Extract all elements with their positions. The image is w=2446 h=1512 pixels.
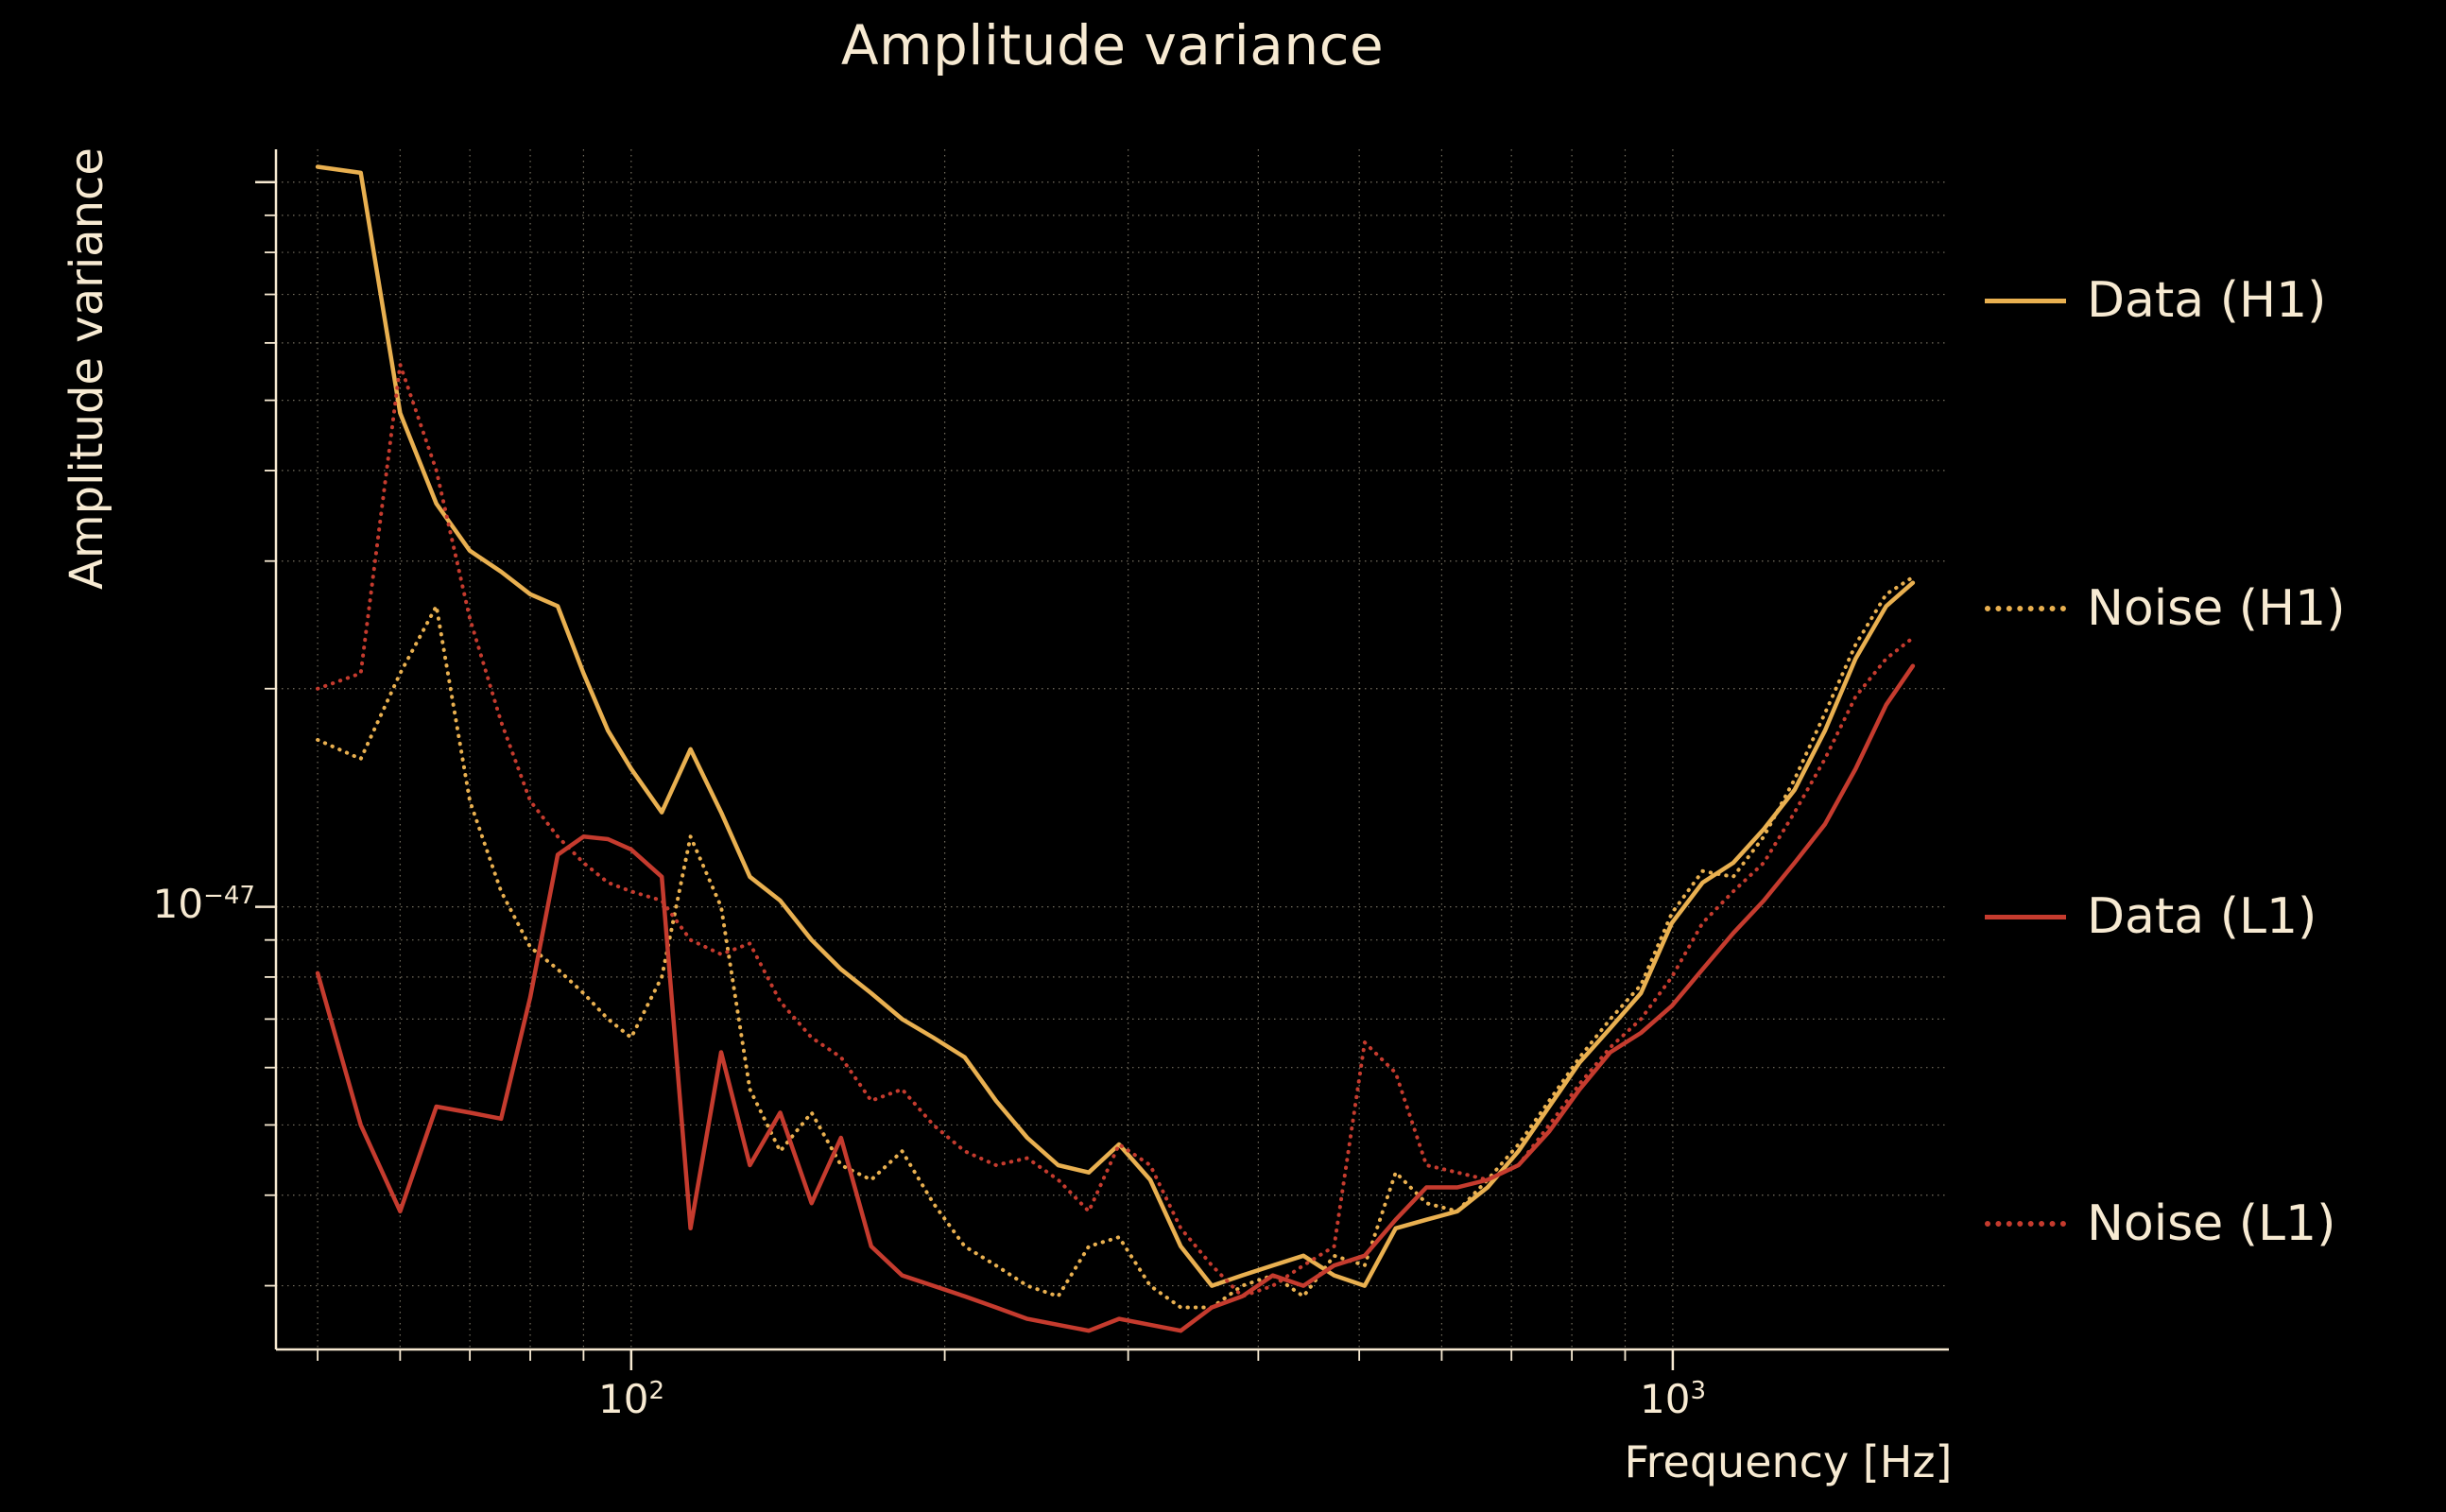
legend-entry-noise-h1: Noise (H1): [1985, 575, 2346, 643]
legend-entry-data-h1: Data (H1): [1985, 266, 2326, 335]
y-tick-exp: −47: [203, 882, 255, 910]
legend-line-data-h1-icon: [1985, 298, 2066, 303]
legend-entry-noise-l1: Noise (L1): [1985, 1190, 2335, 1258]
x-tick-100-exp: 2: [648, 1377, 664, 1405]
x-tick-1000-base: 10: [1639, 1376, 1691, 1422]
legend-line-noise-h1-icon: [1985, 606, 2066, 611]
series-line-data-l1-: [315, 663, 1916, 1333]
legend-line-data-l1-icon: [1985, 914, 2066, 919]
series-line-noise-l1-: [316, 362, 1915, 1298]
y-tick-1e-47: 10−47: [104, 881, 255, 927]
legend-entry-data-l1: Data (L1): [1985, 883, 2317, 951]
legend-label-noise-h1: Noise (H1): [2087, 580, 2346, 637]
legend-label-data-h1: Data (H1): [2087, 272, 2327, 329]
x-tick-100: 102: [565, 1376, 698, 1422]
chart-title: Amplitude variance: [840, 13, 1385, 77]
y-axis-label: Amplitude variance: [60, 147, 113, 590]
x-tick-100-base: 10: [597, 1376, 649, 1422]
legend-line-noise-l1-icon: [1985, 1221, 2066, 1227]
series-line-data-h1-: [315, 164, 1916, 1288]
x-tick-1000-exp: 3: [1690, 1377, 1706, 1405]
x-tick-1000: 103: [1607, 1376, 1739, 1422]
legend-label-noise-l1: Noise (L1): [2087, 1195, 2336, 1252]
series-line-noise-h1-: [316, 575, 1915, 1310]
y-tick-base: 10: [152, 881, 204, 927]
legend-label-data-l1: Data (L1): [2087, 888, 2317, 945]
x-axis-label: Frequency [Hz]: [1624, 1436, 1953, 1487]
